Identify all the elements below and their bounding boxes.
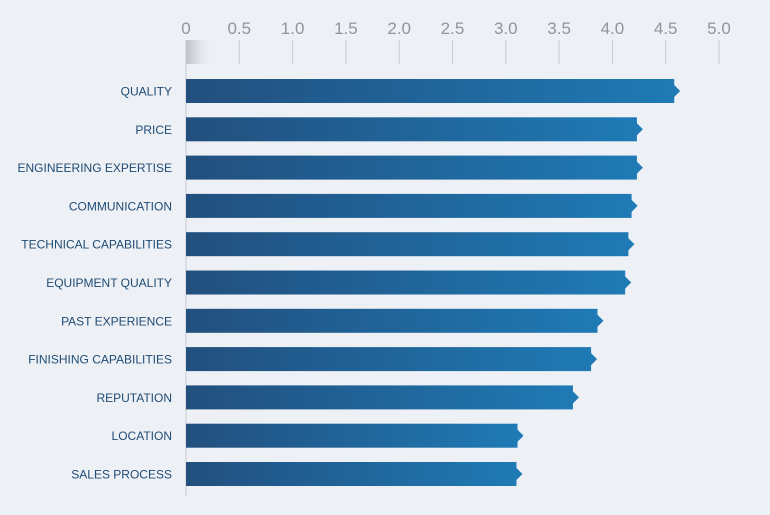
bar-end-marker <box>590 352 598 367</box>
bar-end-marker <box>516 428 524 443</box>
x-tick-label: 4.0 <box>601 19 625 38</box>
bar-end-marker <box>571 390 579 405</box>
bar-end-marker <box>630 198 638 213</box>
x-tick-label: 0 <box>181 19 190 38</box>
zero-shade <box>186 40 214 64</box>
x-tick-label: 2.0 <box>387 19 411 38</box>
x-tick-label: 4.5 <box>654 19 678 38</box>
category-label: ENGINEERING EXPERTISE <box>18 161 172 175</box>
x-tick-label: 1.5 <box>334 19 358 38</box>
bar <box>186 270 626 295</box>
category-label: EQUIPMENT QUALITY <box>46 276 172 290</box>
bar <box>186 232 629 257</box>
x-tick-label: 3.5 <box>547 19 571 38</box>
category-label: QUALITY <box>121 85 172 99</box>
bar <box>186 423 518 448</box>
x-tick-label: 0.5 <box>227 19 251 38</box>
category-label: COMMUNICATION <box>69 199 172 213</box>
category-label: PAST EXPERIENCE <box>61 314 172 328</box>
bar <box>186 117 637 142</box>
bar <box>186 347 592 372</box>
bar-end-marker <box>624 275 632 290</box>
category-label: LOCATION <box>112 429 172 443</box>
category-labels: QUALITY PRICE ENGINEERING EXPERTISE COMMUNI… <box>18 85 172 482</box>
category-label: SALES PROCESS <box>71 468 172 482</box>
bar-end-marker <box>673 84 681 98</box>
bar-end-marker <box>635 160 643 175</box>
x-tick-label: 3.0 <box>494 19 518 38</box>
bar-end-marker <box>635 122 643 137</box>
bar <box>186 79 675 103</box>
bar <box>186 385 573 410</box>
category-label: PRICE <box>135 123 172 137</box>
category-label: TECHNICAL CAPABILITIES <box>21 238 172 252</box>
bar-end-marker <box>515 467 523 481</box>
bar-end-marker <box>596 313 604 328</box>
x-axis-ticks: 0 0.5 1.0 1.5 2.0 2.5 3.0 3.5 4.0 4.5 5.0 <box>181 19 731 38</box>
bar <box>186 155 637 180</box>
category-label: REPUTATION <box>96 391 172 405</box>
x-tick-label: 5.0 <box>707 19 731 38</box>
bar <box>186 462 517 486</box>
category-label: FINISHING CAPABILITIES <box>28 353 172 367</box>
bars <box>186 79 681 486</box>
bar <box>186 193 632 218</box>
gridlines <box>185 40 720 496</box>
bar <box>186 308 598 333</box>
bar-end-marker <box>627 237 635 252</box>
x-tick-label: 2.5 <box>441 19 465 38</box>
x-tick-label: 1.0 <box>281 19 305 38</box>
